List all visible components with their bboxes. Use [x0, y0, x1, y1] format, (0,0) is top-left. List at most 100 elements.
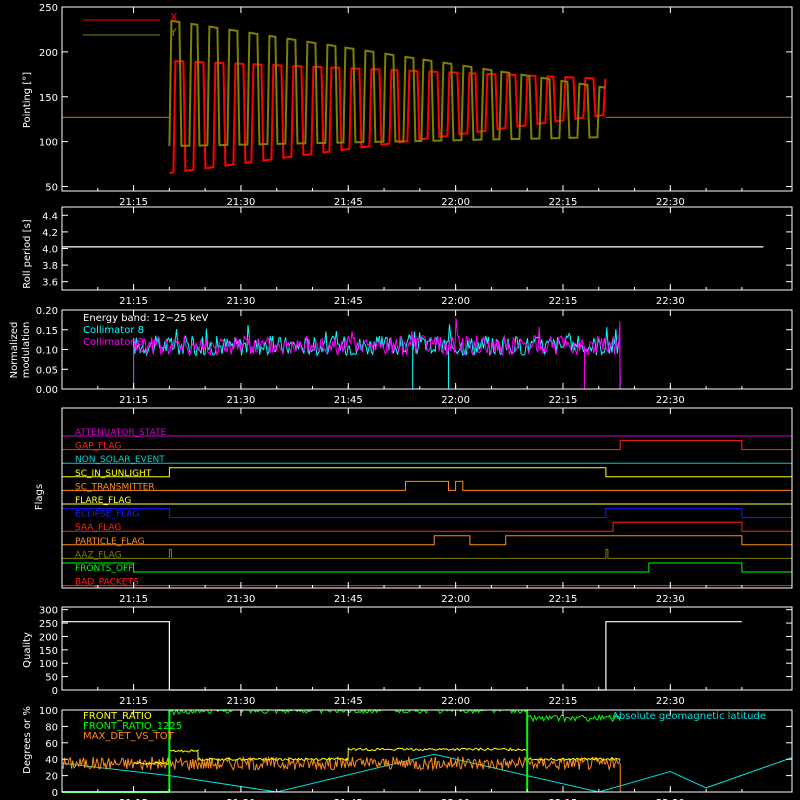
x-tick-label: 21:15 — [119, 798, 148, 800]
flag-label: AAZ_FLAG — [75, 550, 122, 560]
ratios-plot: 21:15 21:30 21:45 22:00 22:15 22:30 0 20 40 60 80 1… — [39, 706, 793, 800]
x-tick-label: 22:30 — [656, 395, 685, 406]
y-tick-label: 200 — [39, 48, 58, 59]
y-tick-label: 4.0 — [42, 245, 58, 256]
y-tick-label: 0.15 — [36, 326, 58, 337]
flag-label: ECLIPSE_FLAG — [75, 510, 139, 520]
x-tick-label: 21:15 — [119, 197, 148, 208]
y-tick-label: 100 — [39, 706, 58, 717]
flag-trace — [62, 440, 792, 451]
quality-ylabel: Quality — [22, 632, 33, 668]
flag-trace — [62, 535, 792, 546]
x-tick-label: 22:15 — [549, 296, 578, 307]
y-tick-label: 50 — [45, 673, 58, 684]
x-tick-label: 21:45 — [334, 296, 363, 307]
y-tick-label: 50 — [45, 183, 58, 194]
x-tick-label: 22:15 — [549, 197, 578, 208]
flag-label: NON_SOLAR_EVENT — [75, 455, 165, 465]
modulation-ylabel-line1: Normalized — [9, 322, 20, 379]
plot-frame — [61, 606, 793, 691]
x-tick-label: 21:15 — [119, 594, 148, 605]
x-tick-label: 21:30 — [227, 798, 256, 800]
x-tick-label: 22:15 — [549, 798, 578, 800]
y-tick-label: 150 — [39, 646, 58, 657]
roll-period-ylabel: Roll period [s] — [22, 219, 33, 288]
x-tick-label: 21:30 — [227, 696, 256, 707]
x-tick-label: 21:30 — [227, 296, 256, 307]
quality-panel: Quality 21:15 21:30 21:45 22:00 22:15 22:30 0 5… — [22, 606, 793, 707]
plot-frame — [61, 709, 793, 793]
x-tick-label: 22:15 — [549, 696, 578, 707]
flag-label: PARTICLE_FLAG — [75, 537, 145, 547]
x-tick-label: 21:30 — [227, 197, 256, 208]
legend-collimator-9: Collimator 9 — [83, 337, 144, 348]
ratios-panel: Degrees or % 21:15 21:30 21:45 22:00 22:15 22… — [22, 706, 793, 800]
energy-band-annotation: Energy band: 12−25 keV — [83, 313, 208, 324]
flag-label: FLARE_FLAG — [75, 496, 131, 506]
y-tick-label: 300 — [39, 606, 58, 617]
y-tick-label: 4.2 — [42, 228, 58, 239]
x-tick-label: 22:30 — [656, 696, 685, 707]
x-tick-label: 21:15 — [119, 296, 148, 307]
pointing-plot: 21:15 21:30 21:45 22:00 22:15 22:30 50 100 150 20… — [39, 3, 793, 208]
pointing-panel: Pointing [°] 21:15 21:30 21:45 22:00 22:15 22… — [22, 3, 793, 208]
flags-panel: Flags ATTENUATOR_STATE GAP_FLAG NON_SOLAR_… — [34, 407, 793, 605]
x-tick-label: 21:45 — [334, 197, 363, 208]
x-tick-label: 21:45 — [334, 594, 363, 605]
x-tick-label: 22:00 — [441, 696, 470, 707]
modulation-panel: Normalized modulation 21:15 21:30 21:45 22:… — [9, 306, 793, 406]
roll-period-plot: 21:15 21:30 21:45 22:00 22:15 22:30 3.6 3.8 4.0 4… — [42, 206, 793, 307]
legend-geomagnetic-latitude: Absolute geomagnetic latitude — [612, 711, 766, 722]
flag-trace — [62, 521, 792, 532]
flag-label: SAA_FLAG — [75, 523, 121, 533]
x-tick-label: 21:15 — [119, 395, 148, 406]
flag-label: GAP_FLAG — [75, 442, 121, 452]
x-tick-label: 22:15 — [549, 395, 578, 406]
flag-trace — [61, 508, 792, 519]
legend-y-label: Y — [169, 26, 177, 39]
y-tick-label: 40 — [45, 755, 58, 766]
flag-label: ATTENUATOR_STATE — [75, 428, 167, 438]
modulation-series-9 — [133, 318, 621, 390]
modulation-ylabel-line2: modulation — [21, 322, 32, 379]
y-tick-label: 0 — [52, 686, 58, 697]
flag-trace — [61, 562, 792, 573]
y-tick-label: 0.10 — [36, 346, 58, 357]
y-tick-label: 0.00 — [36, 385, 58, 396]
y-tick-label: 4.4 — [42, 211, 58, 222]
y-tick-label: 3.6 — [42, 278, 58, 289]
x-tick-label: 22:00 — [441, 798, 470, 800]
plot-frame — [61, 6, 793, 192]
flag-label: SC_IN_SUNLIGHT — [75, 469, 152, 479]
legend-max-det-vs-tot: MAX_DET_VS_TOT — [83, 731, 175, 742]
pointing-oscillation-y — [168, 19, 606, 147]
flags-plot: ATTENUATOR_STATE GAP_FLAG NON_SOLAR_EVENT S… — [61, 407, 793, 605]
x-tick-label: 22:00 — [441, 197, 470, 208]
y-tick-label: 0 — [52, 788, 58, 799]
legend-collimator-8: Collimator 8 — [83, 325, 144, 336]
legend-x-label: X — [170, 11, 178, 24]
roll-period-panel: Roll period [s] 21:15 21:30 21:45 22:00 22:1… — [22, 206, 793, 307]
pointing-oscillation-x — [169, 60, 607, 174]
flag-label: BAD_PACKETS — [75, 578, 139, 588]
flag-label: FRONTS_OFF — [75, 564, 133, 574]
modulation-plot: 21:15 21:30 21:45 22:00 22:15 22:30 0.00 0.05 0.… — [36, 306, 793, 406]
flags-ylabel: Flags — [34, 484, 45, 510]
y-tick-label: 0.05 — [36, 365, 58, 376]
x-tick-label: 21:30 — [227, 395, 256, 406]
x-tick-label: 21:30 — [227, 594, 256, 605]
front-ratio-trace — [133, 747, 621, 765]
y-tick-label: 250 — [39, 619, 58, 630]
plot-frame — [61, 407, 793, 589]
y-tick-label: 0.20 — [36, 306, 58, 317]
x-tick-label: 21:45 — [334, 696, 363, 707]
flag-trace — [62, 467, 792, 478]
x-tick-label: 21:45 — [334, 395, 363, 406]
y-tick-label: 80 — [45, 722, 58, 733]
x-tick-label: 22:30 — [656, 197, 685, 208]
x-tick-label: 22:00 — [441, 594, 470, 605]
y-tick-label: 100 — [39, 138, 58, 149]
legend-front-ratio-1225: FRONT_RATIO_1225 — [83, 721, 182, 732]
flag-label: SC_TRANSMITTER — [75, 482, 155, 492]
